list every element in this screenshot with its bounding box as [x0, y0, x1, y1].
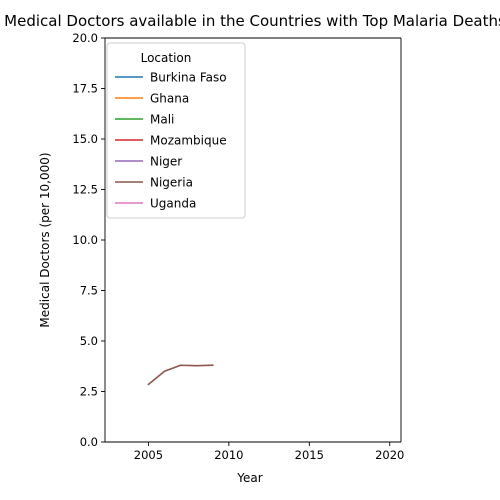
- legend-label: Mozambique: [150, 134, 227, 148]
- x-tick-label: 2005: [134, 448, 163, 462]
- legend-label: Niger: [150, 155, 182, 169]
- y-tick-label: 15.0: [72, 132, 98, 146]
- y-axis-label: Medical Doctors (per 10,000): [38, 152, 52, 327]
- y-tick-label: 20.0: [72, 31, 98, 45]
- legend-frame: [106, 42, 246, 219]
- chart-title: Medical Doctors available in the Countri…: [4, 12, 500, 30]
- legend-label: Mali: [150, 113, 174, 127]
- legend-label: Nigeria: [150, 176, 193, 190]
- series-lines: [147, 364, 214, 386]
- legend-label: Ghana: [150, 92, 189, 106]
- legend-title: Location: [141, 51, 192, 65]
- y-tick-label: 17.5: [72, 82, 98, 96]
- legend-label: Burkina Faso: [150, 71, 227, 85]
- y-tick-label: 7.5: [80, 284, 98, 298]
- y-tick-label: 12.5: [72, 183, 98, 197]
- x-tick-label: 2020: [375, 448, 404, 462]
- y-tick-label: 10.0: [72, 233, 98, 247]
- x-tick-label: 2010: [214, 448, 243, 462]
- y-tick-label: 2.5: [80, 385, 98, 399]
- ticks: 2005 2010 2015 2020 0.0 2.5 5.0 7.5 10.0 12.5 15.0…: [72, 31, 404, 462]
- y-tick-label: 5.0: [80, 334, 98, 348]
- x-axis-label: Year: [236, 471, 262, 485]
- legend: Location Burkina Faso Ghana Mali Mozambique N…: [106, 42, 246, 219]
- y-tick-label: 0.0: [80, 435, 98, 449]
- series-line-nigeria: [147, 364, 214, 386]
- x-tick-label: 2015: [295, 448, 324, 462]
- legend-label: Uganda: [150, 197, 196, 211]
